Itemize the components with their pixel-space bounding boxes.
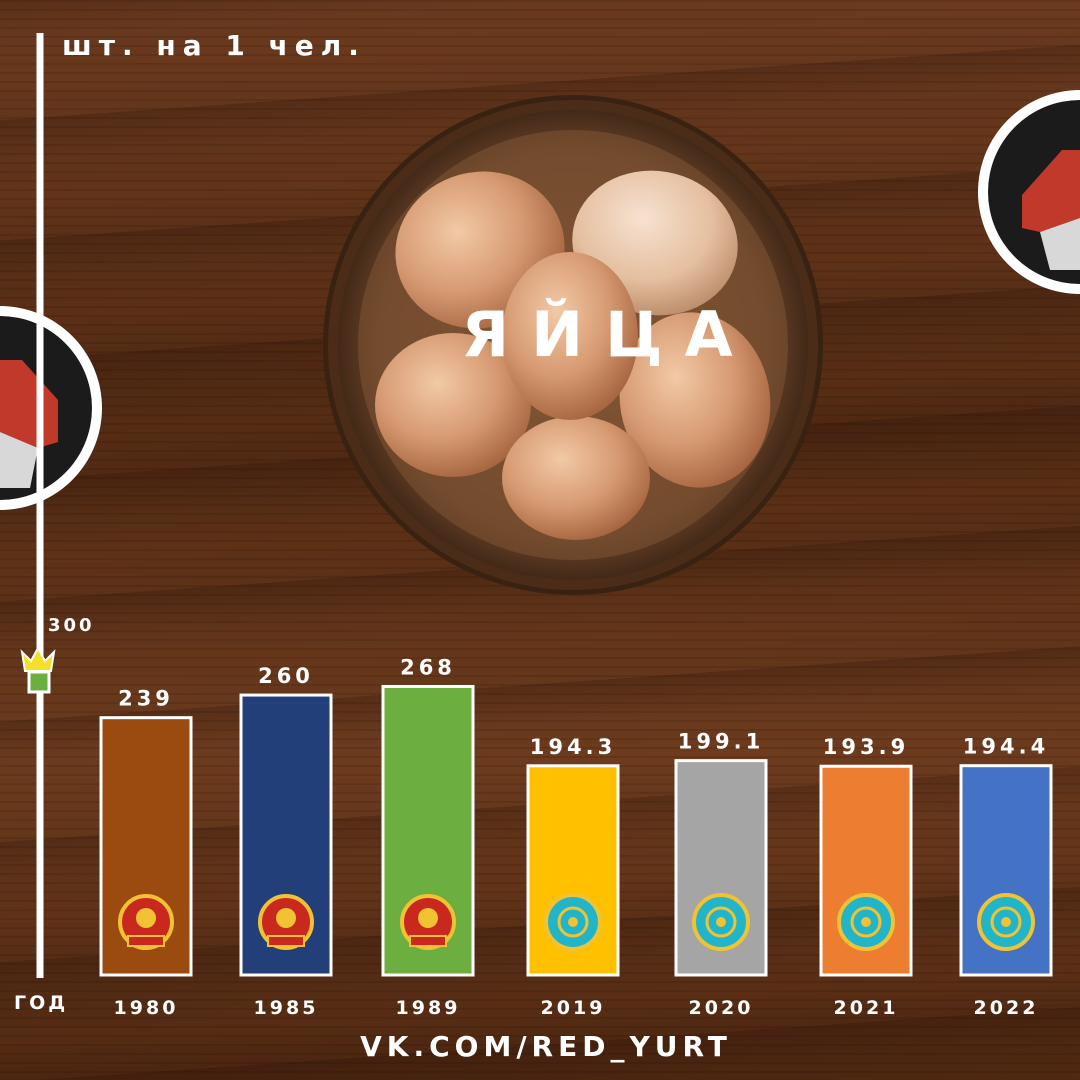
- x-axis-label: ГОД: [14, 992, 68, 1014]
- egg-icon: [619, 312, 771, 488]
- kazakh-ssr-emblem-icon: [400, 894, 456, 950]
- yurt-logo-icon: [0, 306, 102, 510]
- footer-link[interactable]: VK.COM/RED_YURT: [360, 1030, 732, 1063]
- x-tick-label: 2019: [541, 997, 606, 1019]
- kazakh-ssr-emblem-icon: [118, 894, 174, 950]
- x-tick-label: 2020: [689, 997, 754, 1019]
- kazakh-ssr-emblem-icon: [258, 894, 314, 950]
- kazakhstan-emblem-icon: [977, 893, 1035, 951]
- crown-icon: [20, 645, 56, 694]
- x-tick-label: 2021: [834, 997, 899, 1019]
- bars-layer: 239 1980 260 1985 268 1989 194.3 2019 199.1 2020 1…: [99, 655, 1053, 1019]
- egg-bowl-image: [323, 95, 823, 595]
- y-tick-label: 300: [48, 615, 95, 636]
- bar-value-label: 268: [400, 655, 456, 679]
- yurt-logo-icon: [978, 90, 1080, 294]
- x-tick-label: 1989: [396, 997, 461, 1019]
- egg-icon: [375, 333, 531, 477]
- bar-value-label: 260: [258, 664, 314, 688]
- bar-value-label: 239: [118, 687, 174, 711]
- egg-icon: [502, 416, 650, 540]
- y-axis-label: шт. на 1 чел.: [62, 29, 366, 62]
- x-tick-label: 1980: [114, 997, 179, 1019]
- egg-icon: [502, 252, 638, 420]
- bar-value-label: 194.3: [530, 735, 616, 759]
- x-tick-label: 2022: [974, 997, 1039, 1019]
- x-tick-label: 1985: [254, 997, 319, 1019]
- kazakhstan-emblem-icon: [692, 893, 750, 951]
- kazakhstan-emblem-icon: [837, 893, 895, 951]
- bar-value-label: 193.9: [823, 735, 909, 759]
- kazakhstan-emblem-icon: [544, 893, 602, 951]
- chart-title: ЯЙЦА: [461, 298, 754, 371]
- bar-value-label: 194.4: [963, 735, 1049, 759]
- bar-value-label: 199.1: [678, 730, 764, 754]
